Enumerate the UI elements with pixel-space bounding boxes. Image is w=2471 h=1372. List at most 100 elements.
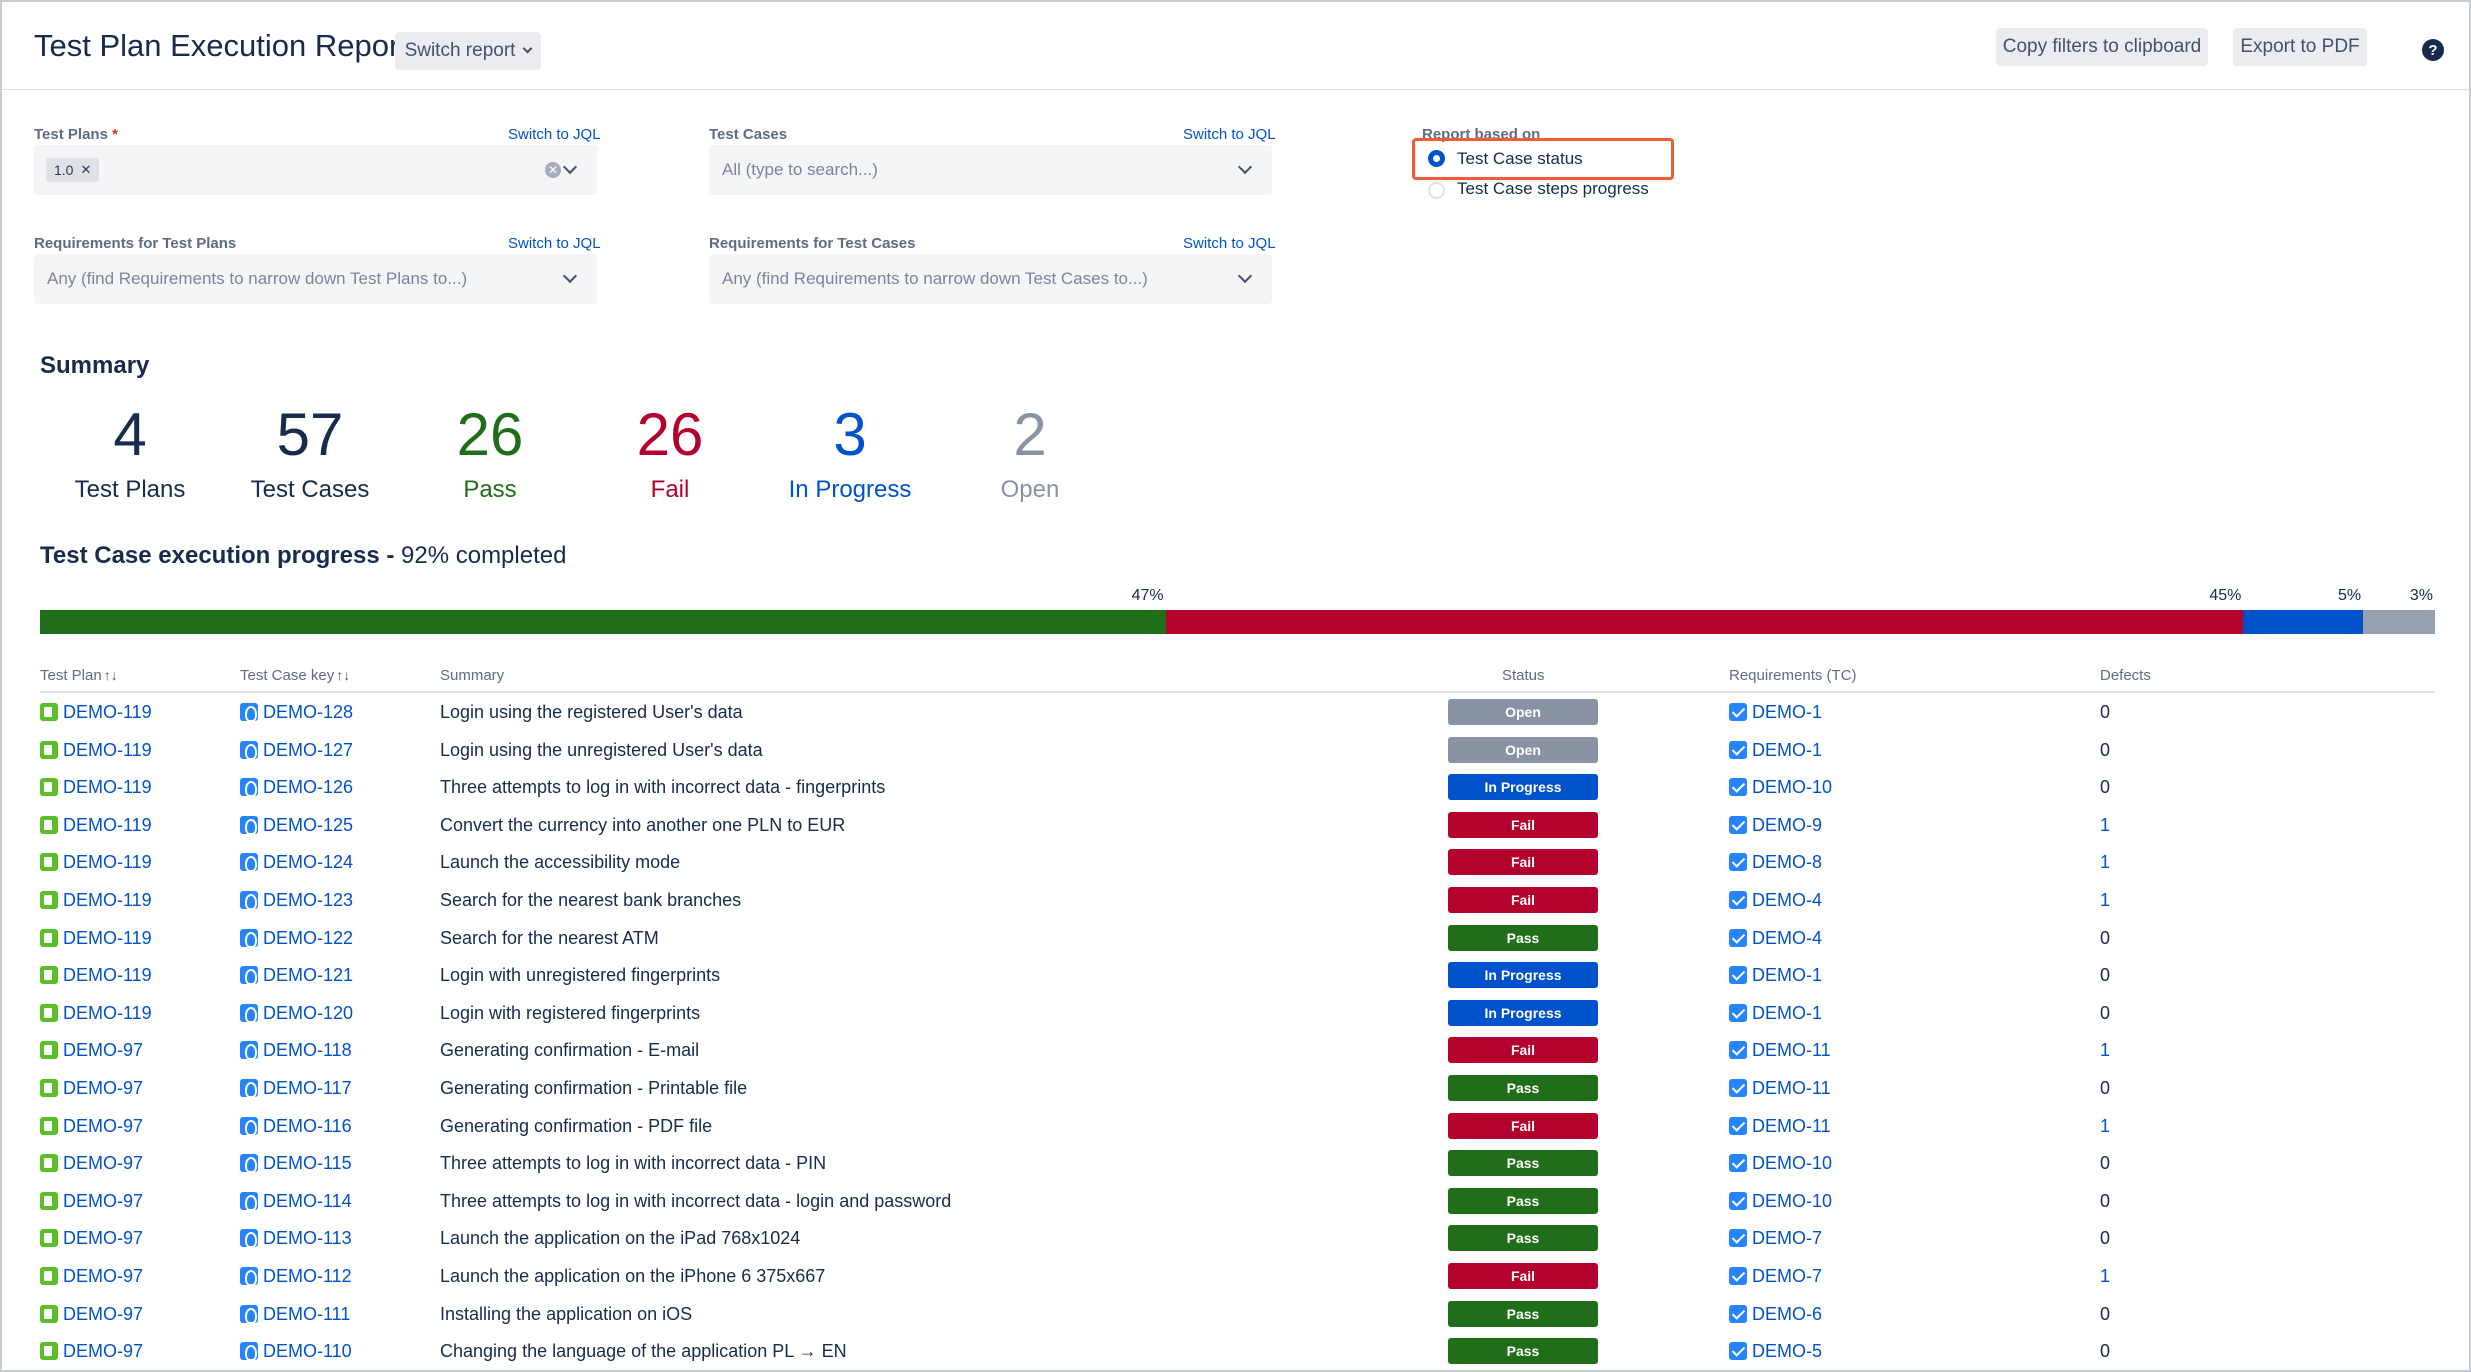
test-plan-link[interactable]: DEMO-97 [40, 1078, 143, 1099]
test-case-link[interactable]: DEMO-121 [240, 965, 353, 986]
requirement-icon [1729, 853, 1747, 872]
test-case-link[interactable]: DEMO-113 [240, 1228, 352, 1249]
requirement-link[interactable]: DEMO-11 [1729, 1116, 1831, 1137]
status-badge: Fail [1448, 1263, 1598, 1289]
test-plan-tag-label: 1.0 [54, 162, 74, 178]
requirement-link[interactable]: DEMO-6 [1729, 1304, 1822, 1325]
requirement-link[interactable]: DEMO-8 [1729, 852, 1822, 873]
req-plans-select[interactable]: Any (find Requirements to narrow down Te… [34, 254, 597, 304]
test-plan-link[interactable]: DEMO-97 [40, 1153, 143, 1174]
requirement-link[interactable]: DEMO-5 [1729, 1341, 1822, 1362]
tag-remove-icon[interactable]: ✕ [80, 162, 92, 177]
requirement-link[interactable]: DEMO-7 [1729, 1228, 1822, 1249]
test-plan-link[interactable]: DEMO-119 [40, 702, 152, 723]
test-case-link[interactable]: DEMO-111 [240, 1304, 350, 1325]
column-header-test-plan[interactable]: Test Plan ↑↓ [40, 667, 118, 684]
defects-count[interactable]: 1 [2100, 1040, 2111, 1061]
test-plan-link[interactable]: DEMO-119 [40, 965, 152, 986]
column-header-test-case-key[interactable]: Test Case key ↑↓ [240, 667, 350, 684]
help-icon[interactable]: ? [2422, 39, 2444, 61]
test-plan-link[interactable]: DEMO-119 [40, 1003, 152, 1024]
radio-test-case-status[interactable] [1428, 150, 1445, 167]
test-plan-link[interactable]: DEMO-97 [40, 1191, 143, 1212]
requirement-link[interactable]: DEMO-1 [1729, 1003, 1822, 1024]
progress-percent-label: 5% [2338, 587, 2362, 604]
test-case-link[interactable]: DEMO-123 [240, 890, 353, 911]
test-plan-link[interactable]: DEMO-97 [40, 1341, 143, 1362]
chevron-down-icon[interactable] [562, 159, 578, 175]
chevron-down-icon[interactable] [562, 268, 578, 284]
requirement-link[interactable]: DEMO-10 [1729, 1191, 1832, 1212]
test-case-link[interactable]: DEMO-117 [240, 1078, 352, 1099]
defects-count[interactable]: 1 [2100, 1266, 2111, 1286]
sort-icon[interactable]: ↑↓ [336, 667, 351, 683]
chevron-down-icon [522, 43, 533, 54]
test-case-summary: Launch the application on the iPad 768x1… [440, 1228, 801, 1249]
test-case-key: DEMO-116 [263, 1115, 352, 1136]
test-case-link[interactable]: DEMO-116 [240, 1116, 352, 1137]
requirement-link[interactable]: DEMO-9 [1729, 815, 1822, 836]
test-plan-link[interactable]: DEMO-119 [40, 890, 152, 911]
defects-count[interactable]: 1 [2100, 852, 2111, 873]
test-case-link[interactable]: DEMO-114 [240, 1191, 352, 1212]
requirement-link[interactable]: DEMO-10 [1729, 1153, 1832, 1174]
defects-count[interactable]: 1 [2100, 890, 2111, 910]
requirement-key: DEMO-4 [1752, 927, 1823, 948]
test-plans-select[interactable]: 1.0 ✕ ✕ [34, 145, 597, 195]
test-case-link[interactable]: DEMO-126 [240, 777, 353, 798]
status-badge: Pass [1448, 1187, 1598, 1214]
switch-report-button[interactable]: Switch report [395, 32, 541, 70]
test-plan-icon [40, 1267, 58, 1285]
test-plan-link[interactable]: DEMO-97 [40, 1304, 143, 1325]
test-cases-select[interactable]: All (type to search...) [709, 145, 1272, 195]
requirement-link[interactable]: DEMO-1 [1729, 740, 1822, 761]
test-case-link[interactable]: DEMO-112 [240, 1266, 352, 1287]
chevron-down-icon[interactable] [1237, 159, 1253, 175]
test-case-link[interactable]: DEMO-115 [240, 1153, 352, 1174]
export-pdf-button[interactable]: Export to PDF [2233, 28, 2367, 66]
requirement-link[interactable]: DEMO-1 [1729, 702, 1822, 723]
test-case-link[interactable]: DEMO-118 [240, 1040, 352, 1061]
defects-count[interactable]: 1 [2100, 814, 2111, 835]
test-case-link[interactable]: DEMO-124 [240, 852, 353, 873]
requirement-link[interactable]: DEMO-4 [1729, 890, 1822, 911]
test-plan-icon [40, 1116, 58, 1135]
radio-test-case-steps-progress[interactable] [1428, 182, 1445, 199]
requirement-link[interactable]: DEMO-4 [1729, 928, 1822, 949]
option-steps-progress-label[interactable]: Test Case steps progress [1457, 179, 1649, 198]
test-cases-switch-jql-link[interactable]: Switch to JQL [1183, 126, 1276, 143]
req-cases-select[interactable]: Any (find Requirements to narrow down Te… [709, 254, 1272, 304]
test-plan-link[interactable]: DEMO-119 [40, 928, 152, 949]
test-case-link[interactable]: DEMO-125 [240, 815, 353, 836]
requirement-link[interactable]: DEMO-10 [1729, 777, 1832, 798]
copy-filters-button[interactable]: Copy filters to clipboard [1996, 28, 2208, 66]
sort-icon[interactable]: ↑↓ [103, 667, 118, 683]
test-case-key: DEMO-118 [263, 1040, 352, 1061]
test-plan-link[interactable]: DEMO-119 [40, 740, 152, 761]
option-test-case-status-label[interactable]: Test Case status [1457, 149, 1583, 168]
chevron-down-icon[interactable] [1237, 268, 1253, 284]
test-plan-link[interactable]: DEMO-97 [40, 1040, 143, 1061]
test-case-link[interactable]: DEMO-122 [240, 928, 353, 949]
test-plan-link[interactable]: DEMO-97 [40, 1116, 143, 1137]
test-plan-link[interactable]: DEMO-119 [40, 852, 152, 873]
defects-count[interactable]: 1 [2100, 1115, 2111, 1136]
requirement-link[interactable]: DEMO-11 [1729, 1040, 1831, 1061]
test-plan-link[interactable]: DEMO-97 [40, 1228, 143, 1249]
req-cases-switch-jql-link[interactable]: Switch to JQL [1183, 235, 1276, 252]
test-plan-link[interactable]: DEMO-119 [40, 815, 152, 836]
test-plans-switch-jql-link[interactable]: Switch to JQL [508, 126, 601, 143]
test-case-link[interactable]: DEMO-127 [240, 740, 353, 761]
requirement-link[interactable]: DEMO-1 [1729, 965, 1822, 986]
test-case-link[interactable]: DEMO-110 [240, 1341, 352, 1362]
req-plans-switch-jql-link[interactable]: Switch to JQL [508, 235, 601, 252]
test-plan-link[interactable]: DEMO-119 [40, 777, 152, 798]
clear-icon[interactable]: ✕ [545, 162, 561, 178]
test-case-link[interactable]: DEMO-120 [240, 1003, 353, 1024]
test-plan-link[interactable]: DEMO-97 [40, 1266, 143, 1287]
test-case-link[interactable]: DEMO-128 [240, 702, 353, 723]
stat-label: Open [1000, 476, 1060, 503]
requirement-link[interactable]: DEMO-11 [1729, 1078, 1831, 1099]
requirement-link[interactable]: DEMO-7 [1729, 1266, 1822, 1287]
